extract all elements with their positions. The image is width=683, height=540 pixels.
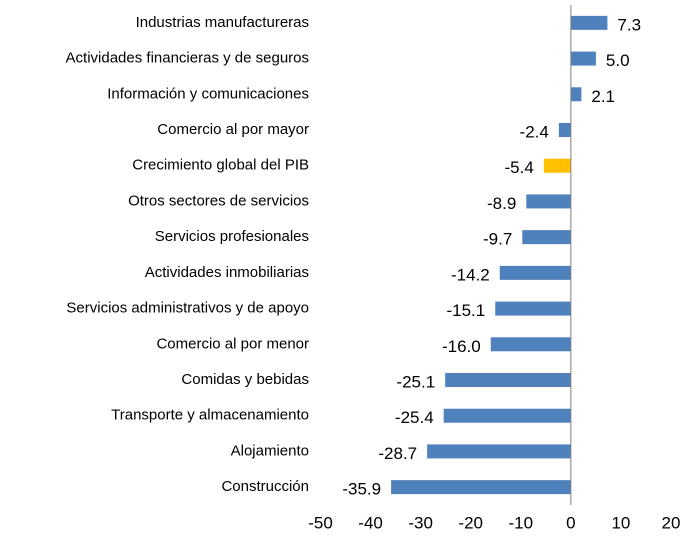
value-label: -25.1 (396, 372, 435, 391)
x-tick-label: 10 (611, 513, 630, 532)
bar (445, 373, 571, 387)
value-label: 7.3 (617, 15, 641, 34)
x-tick-label: -10 (508, 513, 533, 532)
x-tick-label: -50 (308, 513, 333, 532)
bar (443, 408, 571, 423)
bar (391, 480, 571, 495)
value-label: -28.7 (378, 444, 417, 463)
x-tick-label: 20 (662, 513, 681, 532)
value-label: -14.2 (451, 265, 490, 284)
category-label: Construcción (221, 478, 309, 495)
value-label: -35.9 (342, 480, 381, 499)
x-tick-label: -30 (408, 513, 433, 532)
bar (522, 230, 571, 245)
bar (570, 51, 596, 66)
value-label: 5.0 (606, 51, 630, 70)
bar (526, 194, 571, 209)
x-tick-label: 0 (566, 513, 575, 532)
bar (499, 265, 571, 280)
category-label: Comercio al por menor (156, 335, 309, 352)
category-label: Comidas y bebidas (181, 371, 309, 388)
category-label: Transporte y almacenamiento (111, 407, 309, 424)
category-label: Crecimiento global del PIB (132, 157, 309, 174)
x-tick-label: -20 (458, 513, 483, 532)
value-label: 2.1 (591, 87, 615, 106)
category-label: Servicios profesionales (155, 228, 309, 245)
value-label: -5.4 (505, 158, 534, 177)
category-label: Otros sectores de servicios (128, 192, 309, 209)
category-label: Alojamiento (231, 442, 309, 459)
value-label: -25.4 (395, 408, 434, 427)
bar (570, 87, 582, 102)
category-label: Actividades financieras y de seguros (66, 50, 309, 67)
bar (495, 301, 571, 316)
category-label: Servicios administrativos y de apoyo (66, 300, 309, 317)
value-label: -8.9 (487, 194, 516, 213)
x-tick-label: -40 (358, 513, 383, 532)
value-label: -2.4 (520, 122, 549, 141)
category-label: Información y comunicaciones (107, 85, 309, 102)
value-label: -16.0 (442, 337, 481, 356)
bar (558, 123, 571, 137)
bar (543, 158, 571, 173)
value-label: -15.1 (446, 301, 485, 320)
value-label: -9.7 (483, 230, 512, 249)
bar (427, 444, 571, 459)
category-label: Comercio al por mayor (157, 121, 309, 138)
bar (490, 337, 571, 352)
category-label: Industrias manufactureras (136, 14, 309, 31)
bar (570, 15, 608, 30)
category-label: Actividades inmobiliarias (145, 264, 309, 281)
